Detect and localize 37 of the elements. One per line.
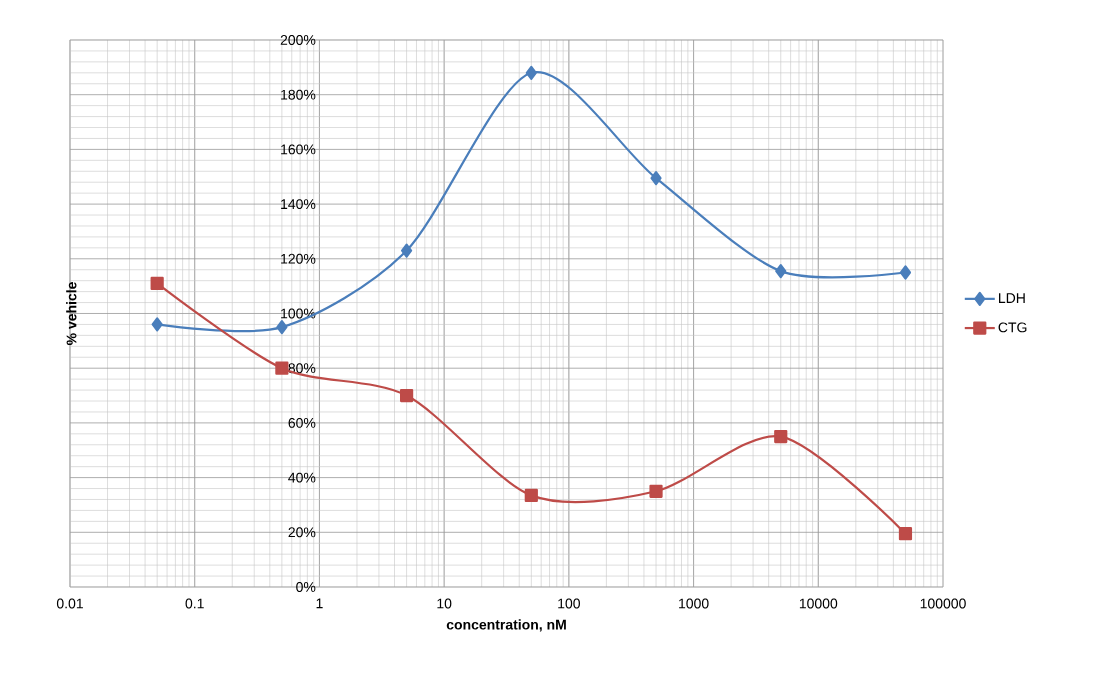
y-tick-label: 80% [288,363,316,374]
point [401,243,413,258]
legend-label: CTG [998,322,1027,333]
point [775,264,787,279]
y-tick-label: 60% [288,417,316,428]
point [899,265,912,280]
point [649,484,663,498]
point [150,276,164,291]
y-tick-label: 100% [281,308,316,319]
point [898,527,913,541]
x-tick-label: 0.01 [56,598,83,609]
y-axis-title: % vehicle [66,282,77,346]
point [276,320,288,335]
legend-label: LDH [999,293,1025,303]
point [524,488,538,502]
y-tick-label: 180% [281,89,316,100]
x-tick-label: 100 [558,598,580,609]
y-tick-label: 200% [280,35,316,45]
x-tick-label: 100000 [920,598,966,609]
point [650,171,662,186]
y-tick-label: 140% [281,199,316,210]
x-tick-label: 1 [316,598,323,609]
y-tick-label: 160% [281,144,316,155]
y-tick-label: 0% [296,582,316,592]
point [400,388,414,403]
point [774,429,788,444]
point [275,361,289,375]
y-tick-label: 120% [281,253,316,264]
x-tick-label: 10 [437,598,452,609]
x-axis-title: concentration, nM [446,619,566,632]
y-tick-label: 20% [288,527,316,538]
x-tick-label: 10000 [799,598,838,609]
x-tick-label: 0.1 [185,598,204,609]
point [525,65,537,80]
point [151,317,163,332]
x-tick-label: 1000 [679,598,709,609]
y-tick-label: 40% [288,472,316,483]
